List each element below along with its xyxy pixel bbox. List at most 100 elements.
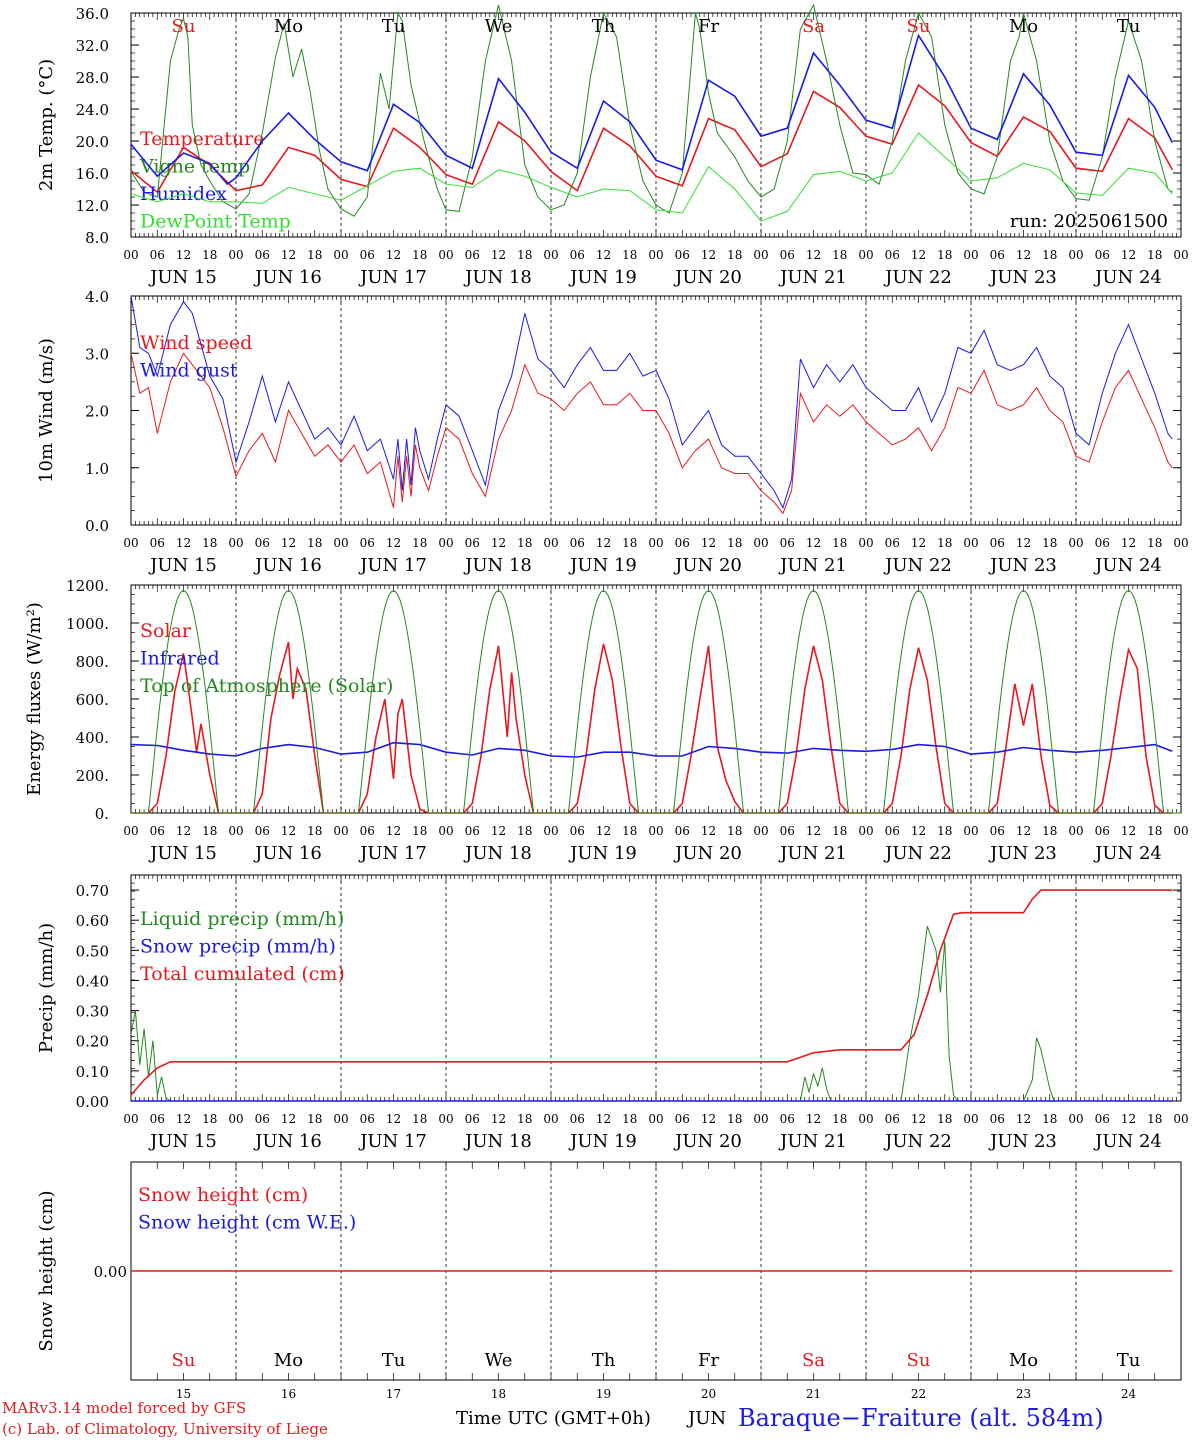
x-hour-label: 00 — [438, 824, 453, 838]
x-date-label: JUN 15 — [148, 1131, 217, 1152]
x-hour-label: 12 — [596, 1112, 611, 1126]
x-hour-label: 00 — [543, 1112, 558, 1126]
x-hour-label: 00 — [858, 536, 873, 550]
x-hour-label: 18 — [937, 1112, 952, 1126]
x-hour-label: 12 — [491, 824, 506, 838]
x-date-label: JUN 22 — [883, 267, 952, 288]
x-hour-label: 00 — [123, 536, 138, 550]
x-hour-label: 12 — [1121, 248, 1136, 262]
weekday-label: Tu — [1117, 16, 1141, 37]
x-hour-label: 12 — [491, 248, 506, 262]
x-hour-label: 18 — [412, 536, 427, 550]
x-hour-label: 06 — [150, 248, 165, 262]
panel-1: 8.0 12.0 16.0 20.0 24.0 28.0 32.0 36.0 2m Temp. … — [36, 3, 1189, 288]
y-tick-label: 0.30 — [76, 1003, 109, 1021]
weekday-label: Tu — [382, 1350, 406, 1371]
weekday-label: Sa — [802, 1350, 825, 1371]
x-hour-label: 00 — [1068, 824, 1083, 838]
x-hour-label: 00 — [333, 1112, 348, 1126]
x-hour-label: 18 — [412, 248, 427, 262]
x-hour-label: 18 — [1147, 248, 1162, 262]
x-hour-label: 00 — [1068, 536, 1083, 550]
weekday-label: Su — [907, 1350, 931, 1371]
x-hour-label: 18 — [727, 824, 742, 838]
run-label: run: 2025061500 — [1010, 211, 1168, 232]
x-hour-label: 00 — [123, 824, 138, 838]
y-tick-label: 0.00 — [76, 1093, 109, 1111]
legend-entry: Top of Atmosphere (Solar) — [140, 675, 393, 697]
x-date-label: JUN 19 — [568, 555, 637, 576]
plot-frame — [130, 12, 1182, 238]
x-hour-label: 06 — [675, 1112, 690, 1126]
y-axis-label: 10m Wind (m/s) — [36, 338, 57, 483]
x-hour-label: 18 — [937, 824, 952, 838]
y-tick-label: 24.0 — [76, 101, 109, 119]
x-hour-label: 06 — [780, 1112, 795, 1126]
x-date-label: JUN 16 — [253, 555, 322, 576]
x-hour-label: 18 — [832, 248, 847, 262]
x-hour-label: 06 — [570, 1112, 585, 1126]
x-date-label: JUN 20 — [673, 1131, 742, 1152]
series-line-top-of-atmosphere-solar- — [131, 590, 1181, 814]
y-tick-label: 1000. — [66, 615, 109, 633]
x-hour-label: 18 — [517, 824, 532, 838]
x-hour-label: 18 — [517, 536, 532, 550]
x-hour-label: 12 — [806, 536, 821, 550]
x-hour-label: 18 — [1042, 536, 1057, 550]
y-axis-label: 2m Temp. (°C) — [36, 59, 57, 191]
x-date-label: JUN 15 — [148, 555, 217, 576]
x-date-label: JUN 24 — [1093, 1131, 1162, 1152]
y-tick-label: 8.0 — [85, 229, 109, 247]
x-hour-label: 18 — [307, 824, 322, 838]
x-date-label: JUN 21 — [778, 843, 847, 864]
x-hour-label: 12 — [176, 824, 191, 838]
x-date-label: JUN 20 — [673, 267, 742, 288]
x-date-label: JUN 18 — [463, 555, 532, 576]
y-tick-label: 0.10 — [76, 1063, 109, 1081]
x-hour-label: 06 — [255, 1112, 270, 1126]
y-tick-label: 0.20 — [76, 1033, 109, 1051]
x-hour-label: 06 — [570, 824, 585, 838]
y-axis-label: Precip (mm/h) — [36, 923, 57, 1053]
x-date-label: JUN 23 — [988, 1131, 1057, 1152]
weekday-label: Tu — [382, 16, 406, 37]
x-date-label: JUN 24 — [1093, 555, 1162, 576]
y-tick-label: 0.0 — [85, 517, 109, 535]
x-hour-label: 06 — [150, 824, 165, 838]
weekday-label: Th — [592, 16, 616, 37]
x-hour-label: 12 — [806, 824, 821, 838]
x-hour-label: 06 — [990, 248, 1005, 262]
x-hour-label: 12 — [911, 248, 926, 262]
legend-entry: Temperature — [140, 128, 264, 150]
weekday-label: Th — [592, 1350, 616, 1371]
weekday-label: Mo — [274, 16, 303, 37]
day-number-label: 18 — [491, 1387, 506, 1401]
y-tick-label: 0.60 — [76, 912, 109, 930]
x-hour-label: 18 — [517, 248, 532, 262]
day-number-label: 20 — [701, 1387, 716, 1401]
day-number-label: 21 — [806, 1387, 821, 1401]
x-hour-label: 18 — [832, 824, 847, 838]
legend-entry: Solar — [140, 620, 192, 642]
x-hour-label: 18 — [1147, 824, 1162, 838]
x-date-label: JUN 17 — [358, 555, 427, 576]
x-hour-label: 12 — [281, 1112, 296, 1126]
x-hour-label: 06 — [990, 536, 1005, 550]
x-hour-label: 00 — [1173, 1112, 1188, 1126]
x-hour-label: 18 — [622, 536, 637, 550]
day-number-label: 19 — [596, 1387, 611, 1401]
x-hour-label: 12 — [806, 1112, 821, 1126]
x-hour-label: 00 — [438, 1112, 453, 1126]
x-hour-label: 06 — [675, 536, 690, 550]
day-number-label: 24 — [1121, 1387, 1137, 1401]
x-date-label: JUN 18 — [463, 1131, 532, 1152]
x-date-label: JUN 19 — [568, 843, 637, 864]
x-hour-label: 06 — [885, 536, 900, 550]
x-hour-label: 18 — [727, 1112, 742, 1126]
x-date-label: JUN 17 — [358, 267, 427, 288]
x-hour-label: 12 — [176, 248, 191, 262]
x-date-label: JUN 20 — [673, 555, 742, 576]
x-hour-label: 06 — [150, 1112, 165, 1126]
x-hour-label: 18 — [937, 536, 952, 550]
x-date-label: JUN 21 — [778, 555, 847, 576]
